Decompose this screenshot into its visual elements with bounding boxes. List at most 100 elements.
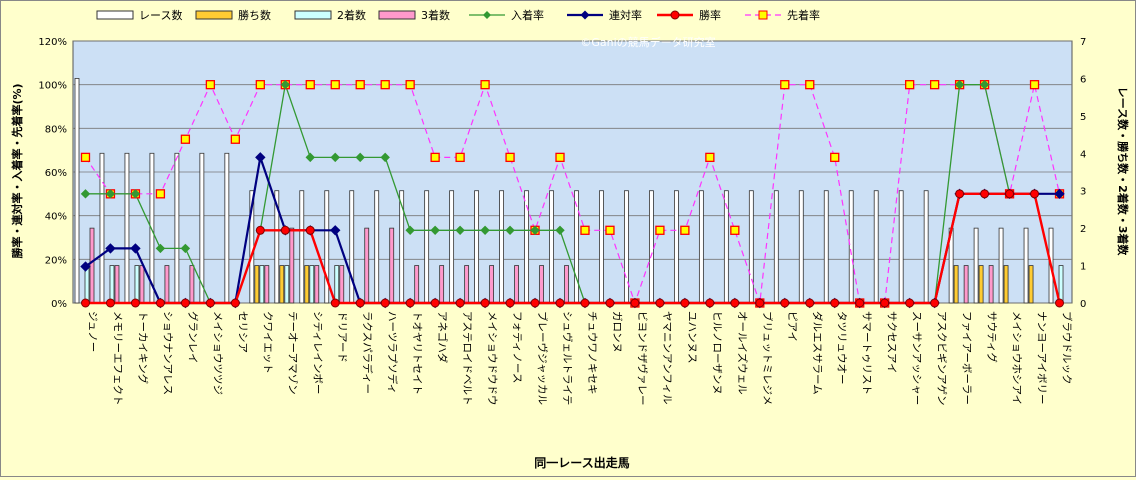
point — [480, 80, 490, 90]
point — [1029, 80, 1040, 90]
x-tick-label: トオヤリトセイト — [411, 311, 423, 395]
legend-swatch — [195, 10, 233, 20]
bar — [474, 190, 480, 304]
bar — [1058, 265, 1064, 304]
point — [105, 189, 116, 199]
x-tick-label: スーサンアッシャー — [911, 311, 923, 405]
y-tick-right: 1 — [1080, 262, 1086, 273]
point — [780, 298, 790, 308]
x-tick-label: サマートゥリスト — [861, 311, 873, 395]
point — [979, 79, 990, 90]
point — [680, 298, 690, 308]
point — [505, 152, 515, 163]
x-tick-label: グランレイ — [186, 311, 199, 364]
bar — [848, 190, 854, 304]
x-tick-label: クワイエット — [261, 311, 273, 374]
point — [105, 298, 115, 308]
x-axis-label: 同一レース出走馬 — [534, 455, 629, 470]
bar — [798, 190, 804, 304]
point — [180, 134, 191, 144]
series-line — [85, 192, 1061, 305]
point — [105, 243, 116, 254]
point — [580, 225, 590, 235]
point — [805, 80, 815, 90]
point — [455, 298, 465, 308]
bar — [988, 265, 994, 304]
markers — [80, 79, 1065, 309]
bar — [1003, 265, 1009, 304]
x-tick-label: アスクビギンアゲン — [936, 311, 948, 406]
x-tick-label: オールイズウェル — [736, 311, 749, 395]
point — [880, 298, 890, 308]
point — [705, 152, 715, 163]
point — [455, 225, 465, 236]
bar — [873, 190, 879, 304]
point — [280, 225, 290, 235]
point — [180, 298, 190, 308]
bar — [189, 265, 195, 304]
x-tick-label: トーカイキング — [136, 311, 149, 385]
bar — [599, 190, 604, 304]
bar — [259, 265, 265, 304]
point — [430, 298, 440, 308]
bar — [898, 190, 904, 304]
y-tick-left: 60% — [45, 168, 67, 179]
bar — [314, 265, 320, 304]
point — [830, 152, 840, 163]
bar — [174, 152, 180, 304]
point — [480, 298, 490, 308]
series-line — [85, 82, 1061, 305]
bar — [274, 190, 280, 304]
point — [555, 152, 565, 163]
bar — [164, 265, 170, 304]
x-tick-label: ユハンヌス — [686, 311, 698, 364]
legend-swatch — [294, 10, 332, 20]
legend-swatch — [378, 10, 416, 20]
bar — [489, 265, 495, 304]
x-tick-label: シティレインボー — [311, 311, 323, 394]
bar — [349, 190, 355, 304]
bar — [339, 265, 345, 304]
x-tick-label: セリシア — [236, 311, 248, 353]
point — [380, 298, 390, 308]
point — [255, 80, 265, 90]
x-tick-label: サクセスアイ — [886, 311, 898, 373]
point — [1005, 189, 1015, 199]
legend-label: 勝率 — [699, 8, 721, 22]
bar — [539, 265, 544, 304]
point — [280, 79, 290, 90]
legend-swatch — [96, 10, 134, 20]
legend-marker — [580, 10, 590, 20]
y-tick-right: 0 — [1080, 299, 1086, 310]
bar — [549, 190, 554, 304]
point — [355, 152, 365, 163]
point — [755, 298, 765, 308]
x-tick-label: シュヴェルトライテ — [561, 311, 574, 405]
x-tick-label: アステロイドベルト — [461, 311, 473, 406]
point — [655, 298, 665, 308]
bar — [674, 190, 679, 304]
point — [330, 298, 340, 308]
bar — [134, 265, 140, 304]
bar — [389, 227, 395, 304]
bar — [823, 190, 829, 304]
legend-label: 勝ち数 — [238, 8, 271, 22]
point — [505, 225, 515, 236]
point — [655, 225, 665, 235]
bar — [139, 265, 145, 304]
legend-label: 入着率 — [511, 8, 544, 22]
point — [305, 80, 315, 90]
x-tick-label: ショウナンアレス — [161, 311, 173, 395]
bar — [289, 227, 295, 304]
bar — [89, 227, 95, 304]
point — [155, 189, 166, 199]
bar — [748, 190, 754, 304]
bar — [923, 190, 929, 304]
point — [980, 189, 990, 199]
y-tick-left: 40% — [45, 212, 67, 223]
point — [905, 298, 915, 308]
bar — [109, 265, 115, 304]
bar — [973, 227, 979, 304]
point — [780, 80, 790, 90]
